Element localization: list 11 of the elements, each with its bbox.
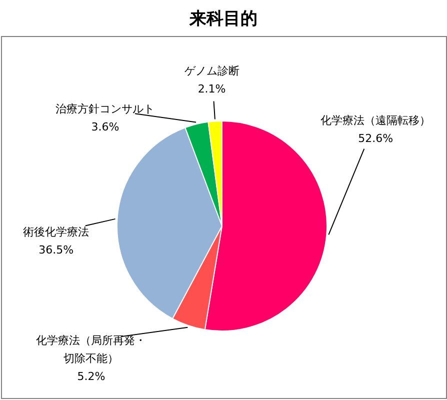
slice-label: 化学療法（遠隔転移） (320, 114, 431, 128)
slice-label: 治療方針コンサルト (56, 102, 155, 116)
data-label: 5.2% (77, 370, 106, 383)
slice-label: ゲノム診断 (184, 64, 240, 78)
slice-label: 化学療法（局所再発・切除不能） (36, 334, 146, 365)
chart-title: 来科目的 (188, 9, 258, 29)
data-label: 3.6% (91, 120, 120, 134)
slice-label: 術後化学療法 (23, 225, 90, 238)
data-label: 2.1% (198, 82, 226, 96)
data-label: 52.6% (358, 132, 394, 146)
data-label: 36.5% (38, 243, 74, 256)
